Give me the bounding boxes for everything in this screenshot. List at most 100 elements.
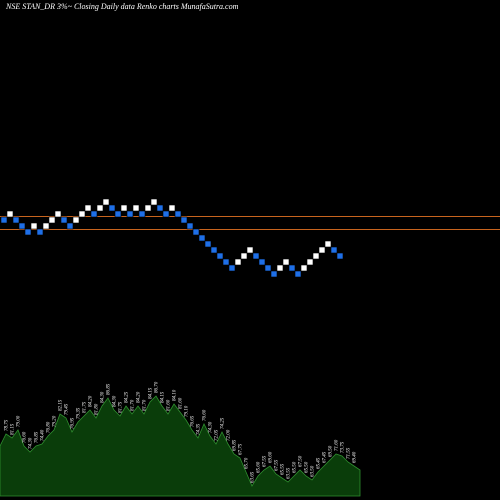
volume-value-label: 81.70 — [143, 399, 148, 411]
renko-brick-down — [174, 210, 182, 218]
renko-brick-up — [144, 204, 152, 212]
volume-value-label: 76.95 — [71, 417, 76, 429]
renko-brick-down — [24, 228, 32, 236]
renko-brick-down — [60, 216, 68, 224]
volume-value-label: 69.60 — [269, 451, 274, 463]
volume-value-label: 69.40 — [353, 451, 358, 463]
renko-brick-down — [18, 222, 26, 230]
renko-brick-up — [54, 210, 62, 218]
renko-brick-down — [336, 252, 344, 260]
volume-value-label: 76.65 — [191, 415, 196, 427]
volume-value-label: 67.50 — [299, 455, 304, 467]
volume-value-label: 74.25 — [221, 417, 226, 429]
volume-value-label: 74.30 — [29, 437, 34, 449]
renko-brick-down — [294, 270, 302, 278]
volume-value-label: 67.75 — [239, 443, 244, 455]
volume-value-label: 74.30 — [209, 421, 214, 433]
renko-brick-up — [168, 204, 176, 212]
volume-value-label: 71.60 — [335, 439, 340, 451]
volume-value-label: 79.10 — [185, 405, 190, 417]
renko-brick-down — [330, 246, 338, 254]
renko-brick-up — [132, 204, 140, 212]
renko-brick-down — [258, 258, 266, 266]
volume-value-label: 79.20 — [53, 415, 58, 427]
volume-value-label: 79.35 — [77, 407, 82, 419]
renko-brick-up — [234, 258, 242, 266]
renko-brick-down — [114, 210, 122, 218]
volume-value-label: 84.20 — [137, 391, 142, 403]
volume-value-label: 73.75 — [341, 441, 346, 453]
volume-value-label: 76.60 — [203, 409, 208, 421]
renko-brick-down — [192, 228, 200, 236]
renko-brick-down — [180, 216, 188, 224]
renko-brick-up — [6, 210, 14, 218]
volume-value-label: 67.45 — [323, 451, 328, 463]
renko-brick-down — [222, 258, 230, 266]
renko-brick-down — [198, 234, 206, 242]
renko-brick-up — [72, 216, 80, 224]
volume-value-label: 76.80 — [47, 421, 52, 433]
volume-value-label: 63.65 — [251, 471, 256, 483]
renko-brick-down — [228, 264, 236, 272]
volume-value-label: 79.00 — [17, 415, 22, 427]
renko-brick-down — [138, 210, 146, 218]
renko-bricks — [0, 198, 344, 278]
volume-value-label: 79.45 — [65, 403, 70, 415]
renko-brick-up — [30, 222, 38, 230]
volume-value-label: 72.00 — [227, 429, 232, 441]
renko-brick-up — [48, 216, 56, 224]
volume-value-label: 84.15 — [149, 387, 154, 399]
renko-brick-down — [270, 270, 278, 278]
renko-brick-down — [288, 264, 296, 272]
renko-brick-up — [120, 204, 128, 212]
volume-value-label: 76.60 — [23, 431, 28, 443]
volume-value-label: 65.45 — [317, 457, 322, 469]
volume-value-label: 84.25 — [125, 391, 130, 403]
renko-brick-up — [42, 222, 50, 230]
renko-brick-down — [0, 216, 8, 224]
renko-brick-down — [186, 222, 194, 230]
renko-brick-down — [252, 252, 260, 260]
volume-value-label: 65.50 — [293, 461, 298, 473]
volume-value-label: 63.55 — [287, 467, 292, 479]
volume-value-label: 71.55 — [347, 447, 352, 459]
renko-brick-up — [276, 264, 284, 272]
renko-brick-up — [84, 204, 92, 212]
volume-value-label: 76.85 — [35, 431, 40, 443]
renko-brick-down — [216, 252, 224, 260]
volume-value-label: 65.70 — [245, 457, 250, 469]
volume-value-label: 81.70 — [131, 399, 136, 411]
volume-value-label: 74.35 — [197, 423, 202, 435]
volume-value-label: 69.85 — [233, 439, 238, 451]
renko-brick-down — [66, 222, 74, 230]
volume-value-label: 86.85 — [107, 383, 112, 395]
renko-brick-down — [126, 210, 134, 218]
volume-value-label: 81.60 — [179, 397, 184, 409]
chart-title: NSE STAN_DR 3%~ Closing Daily data Renko… — [5, 2, 239, 11]
volume-value-label: 81.75 — [119, 401, 124, 413]
volume-value-label: 81.80 — [95, 403, 100, 415]
volume-value-label: 86.70 — [155, 381, 160, 393]
volume-value-label: 81.15 — [11, 423, 16, 435]
volume-value-label: 81.60 — [167, 399, 172, 411]
renko-brick-down — [210, 246, 218, 254]
renko-brick-up — [78, 210, 86, 218]
volume-value-label: 74.40 — [41, 429, 46, 441]
renko-brick-down — [162, 210, 170, 218]
renko-brick-down — [156, 204, 164, 212]
renko-brick-up — [318, 246, 326, 254]
renko-brick-down — [36, 228, 44, 236]
volume-value-label: 69.50 — [329, 445, 334, 457]
renko-brick-up — [150, 198, 158, 206]
volume-value-label: 72.05 — [215, 429, 220, 441]
volume-value-label: 78.75 — [5, 419, 10, 431]
renko-brick-up — [312, 252, 320, 260]
volume-value-label: 65.60 — [257, 461, 262, 473]
volume-value-label: 84.30 — [113, 395, 118, 407]
renko-brick-up — [96, 204, 104, 212]
volume-value-label: 65.55 — [281, 463, 286, 475]
volume-value-label: 84.20 — [89, 395, 94, 407]
renko-brick-up — [102, 198, 110, 206]
renko-brick-up — [282, 258, 290, 266]
